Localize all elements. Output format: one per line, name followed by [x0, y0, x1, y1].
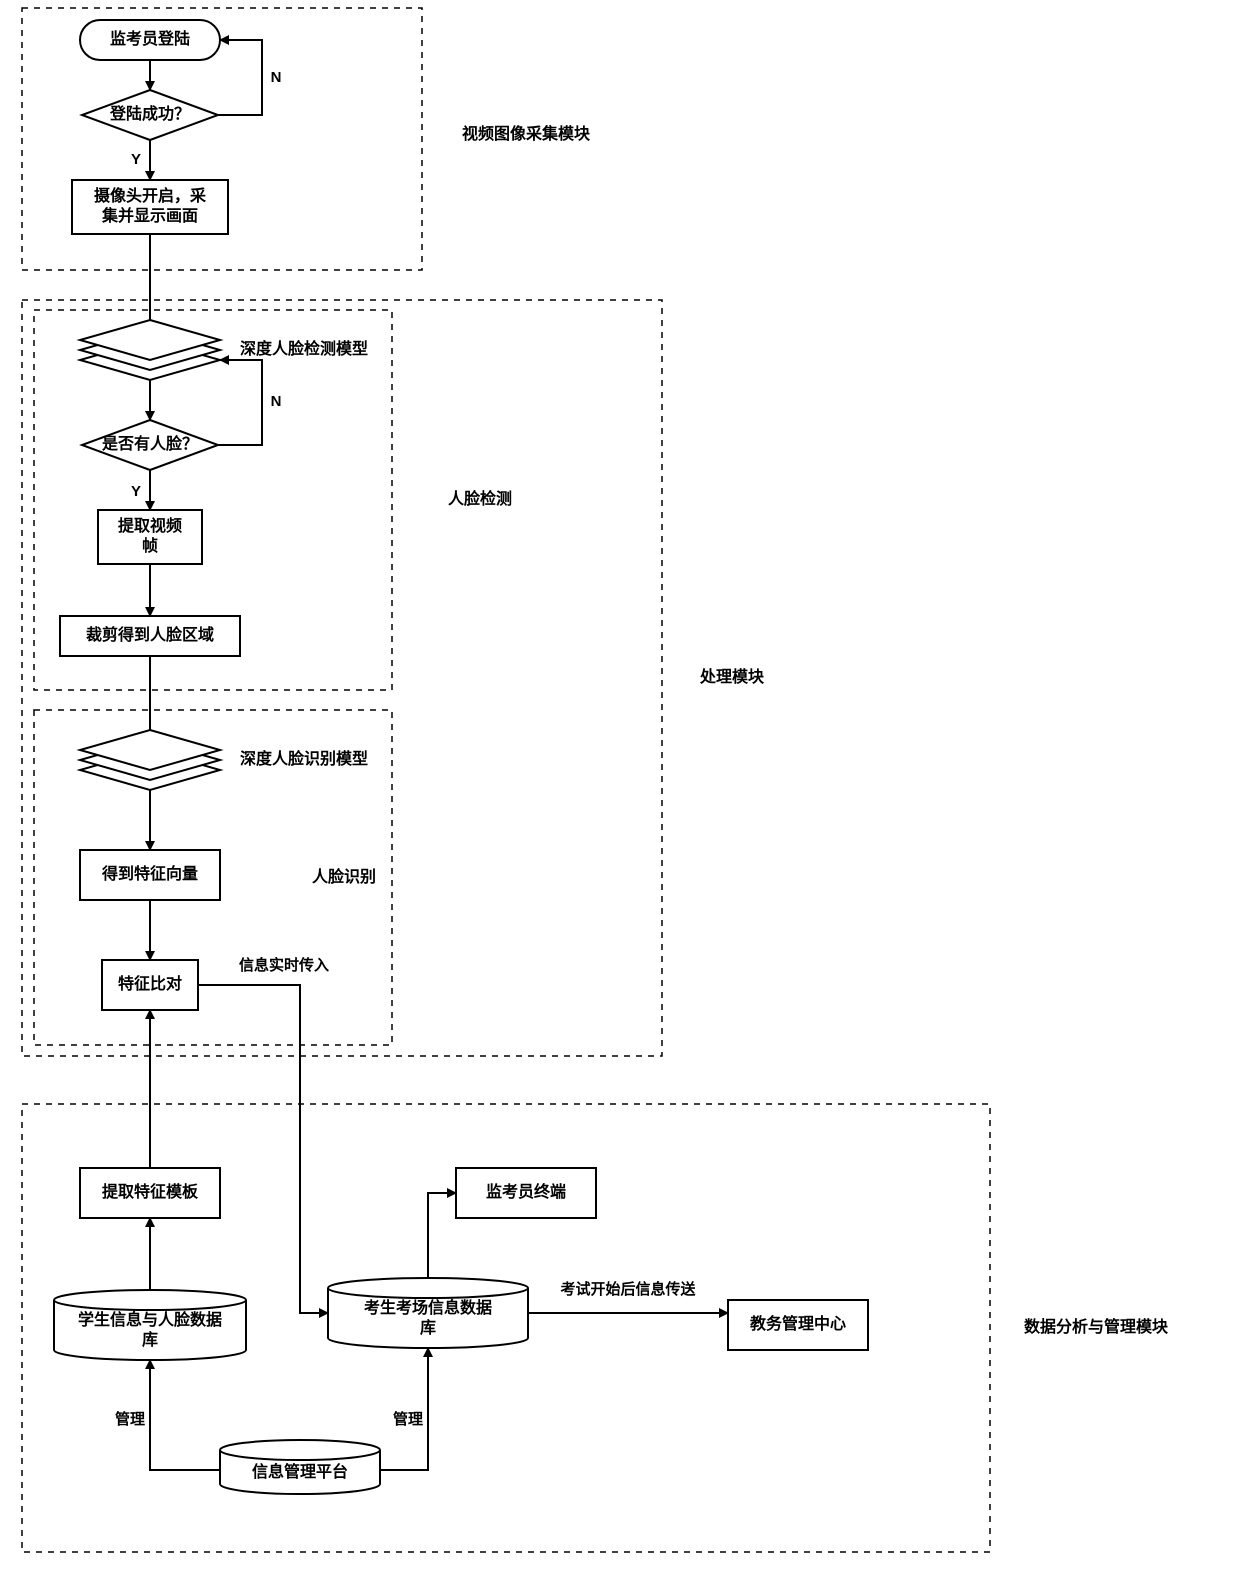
- edge-label-n5-n4: N: [271, 393, 282, 410]
- group-label-g2b: 人脸识别: [312, 867, 376, 886]
- flowchart-diagram: 视频图像采集模块处理模块 人脸检测人脸识别数据分析与管理模块 Y N Y N 管理 管理 信息实…: [0, 0, 1240, 1585]
- edge-label-n5-n6: Y: [131, 483, 141, 500]
- node-text-n9: 得到特征向量: [101, 864, 198, 883]
- node-text-n6-1: 帧: [142, 536, 158, 555]
- node-text-n15: 监考员终端: [486, 1182, 566, 1201]
- edge-label-n2-n3: Y: [131, 151, 141, 168]
- edge-n13-n15: [428, 1193, 456, 1278]
- node-text-n6-0: 提取视频: [118, 516, 182, 535]
- node-n13-top: [328, 1278, 528, 1298]
- node-text-n12-0: 学生信息与人脸数据: [78, 1310, 222, 1329]
- node-text-n11: 提取特征模板: [102, 1182, 199, 1201]
- group-label-g2a: 人脸检测: [448, 489, 512, 508]
- edge-n2-n1: [218, 40, 262, 115]
- node-text-n7: 裁剪得到人脸区域: [86, 625, 214, 644]
- node-n12-top: [54, 1290, 246, 1310]
- group-label-g3: 数据分析与管理模块: [1024, 1317, 1169, 1336]
- group-label-g1: 视频图像采集模块: [462, 124, 591, 143]
- edge-n14-n12: [150, 1360, 220, 1470]
- node-text-n10: 特征比对: [118, 974, 182, 993]
- edge-n5-n4: [218, 360, 262, 445]
- edge-n10-n13: [198, 985, 328, 1313]
- node-label-n8: 深度人脸识别模型: [240, 749, 368, 768]
- edge-label-n14-n12: 管理: [115, 1410, 145, 1428]
- node-text-n5: 是否有人脸？: [101, 434, 198, 453]
- node-n14-top: [220, 1440, 380, 1460]
- edge-label-n14-n13: 管理: [393, 1410, 423, 1428]
- node-text-n12-1: 库: [142, 1330, 158, 1349]
- node-text-n14: 信息管理平台: [252, 1462, 348, 1481]
- edge-n14-n13: [380, 1348, 428, 1470]
- node-text-n2: 登陆成功？: [109, 104, 190, 123]
- node-text-n3-0: 摄像头开启，采: [94, 186, 206, 205]
- node-text-n3-1: 集并显示画面: [101, 206, 198, 225]
- node-text-n1: 监考员登陆: [110, 29, 190, 48]
- edge-label-n10-n13: 信息实时传入: [239, 956, 329, 974]
- node-text-n13-1: 库: [420, 1318, 436, 1337]
- group-label-g2: 处理模块: [699, 667, 765, 686]
- node-text-n16: 教务管理中心: [750, 1314, 846, 1333]
- edge-label-n13-n16: 考试开始后信息传送: [560, 1280, 696, 1298]
- node-text-n13-0: 考生考场信息数据: [364, 1298, 492, 1317]
- group-g2: [22, 300, 662, 1056]
- node-label-n4: 深度人脸检测模型: [240, 339, 368, 358]
- edge-label-n2-n1: N: [271, 69, 282, 86]
